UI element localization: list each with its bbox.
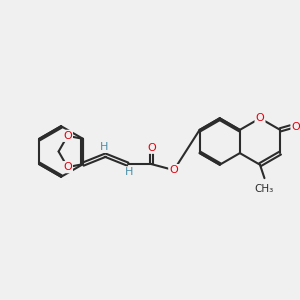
- Text: H: H: [100, 142, 108, 152]
- Text: CH₃: CH₃: [255, 184, 274, 194]
- Text: O: O: [147, 143, 156, 153]
- Text: O: O: [169, 165, 178, 175]
- Text: O: O: [63, 162, 72, 172]
- Text: O: O: [63, 131, 72, 141]
- Text: H: H: [125, 167, 134, 178]
- Text: O: O: [292, 122, 300, 132]
- Text: O: O: [169, 165, 178, 175]
- Text: O: O: [256, 113, 264, 123]
